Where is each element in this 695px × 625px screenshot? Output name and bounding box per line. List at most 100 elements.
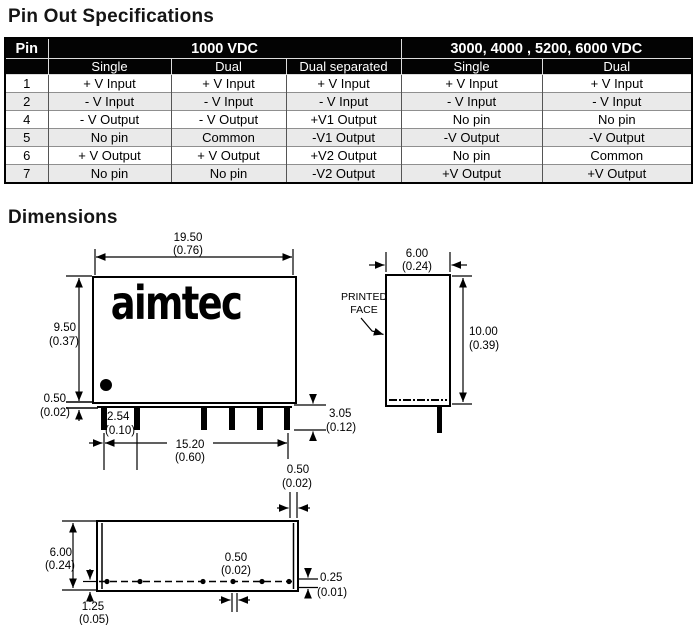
pin-row-dimensions: 2.54 (0.10) 15.20 (0.60) bbox=[89, 411, 289, 470]
table-row-pin-1: 1 + V Input + V Input + V Input + V Inpu… bbox=[4, 74, 693, 93]
pin-pitch-mm-label: 2.54 bbox=[107, 411, 130, 423]
col-header-dual-separated: Dual separated bbox=[285, 58, 402, 75]
col-header-single-high: Single bbox=[400, 58, 543, 75]
pin-row-span-mm-label: 15.20 bbox=[176, 439, 205, 451]
side-view: 6.00 (0.24) 10.00 (0.39) PRINTED FACE bbox=[341, 248, 499, 433]
pin-number: 4 bbox=[4, 110, 49, 129]
pin-row-span-in-label: (0.60) bbox=[175, 452, 205, 464]
pin-number: 7 bbox=[4, 164, 49, 183]
table-header-groups: Pin 1000 VDC 3000, 4000 , 5200, 6000 VDC bbox=[4, 37, 693, 59]
pin bbox=[134, 407, 140, 430]
side-width-in-label: (0.24) bbox=[402, 261, 432, 273]
bottom-row-offset-in-label: (0.01) bbox=[317, 587, 347, 599]
front-standoff-dimension: 0.50 (0.02) bbox=[40, 393, 98, 421]
pin-dot bbox=[286, 578, 292, 585]
dimensions-section-title: Dimensions bbox=[8, 207, 118, 228]
pin-dot bbox=[104, 578, 110, 585]
table-row-pin-7: 7 No pin No pin -V2 Output +V Output +V … bbox=[4, 164, 693, 183]
table-cell: - V Output bbox=[170, 110, 287, 129]
table-cell: No pin bbox=[400, 146, 543, 165]
side-height-dimension: 10.00 (0.39) bbox=[452, 275, 499, 405]
pin-length-mm-label: 3.05 bbox=[329, 408, 351, 420]
side-width-dimension: 6.00 (0.24) bbox=[369, 248, 467, 273]
bottom-offset-in-label: (0.05) bbox=[79, 614, 109, 625]
bottom-offset-mm-label: 1.25 bbox=[82, 601, 104, 613]
front-height-mm-label: 9.50 bbox=[54, 322, 76, 334]
pin-dot bbox=[200, 578, 206, 585]
pin-width-mm-label: 0.50 bbox=[287, 464, 309, 476]
pin-dot bbox=[230, 578, 236, 585]
front-case-outline bbox=[92, 276, 297, 404]
table-cell: No pin bbox=[170, 164, 287, 183]
aimtec-logo: aimtec bbox=[111, 276, 242, 330]
table-cell: + V Output bbox=[47, 146, 172, 165]
bottom-height-dimension: 6.00 (0.24) bbox=[45, 520, 96, 591]
table-cell: + V Input bbox=[170, 74, 287, 93]
front-height-dimension: 9.50 (0.37) bbox=[49, 275, 92, 401]
table-cell: + V Input bbox=[285, 74, 402, 93]
dimensions-figure: aimtec 19.50 (0.76) 9.50 (0.37) bbox=[40, 232, 499, 625]
pin-width-dimension: 0.50 (0.02) bbox=[277, 464, 312, 518]
col-header-dual-1000: Dual bbox=[170, 58, 287, 75]
table-cell: + V Input bbox=[541, 74, 693, 93]
table-cell: -V Output bbox=[541, 128, 693, 147]
front-standoff-mm-label: 0.50 bbox=[44, 393, 66, 405]
front-width-dimension: 19.50 (0.76) bbox=[94, 232, 294, 275]
col-group-1000vdc: 1000 VDC bbox=[47, 37, 402, 59]
table-cell: - V Input bbox=[285, 92, 402, 111]
table-cell: No pin bbox=[400, 110, 543, 129]
bottom-pin-diameter-dimension: 0.50 (0.02) bbox=[219, 552, 251, 612]
pin-pitch-in-label: (0.10) bbox=[105, 425, 135, 437]
side-case-outline bbox=[385, 274, 451, 407]
front-height-in-label: (0.37) bbox=[49, 336, 79, 348]
leader-line bbox=[360, 317, 384, 336]
col-group-high-vdc: 3000, 4000 , 5200, 6000 VDC bbox=[400, 37, 693, 59]
bottom-pin-dots bbox=[104, 578, 292, 585]
front-standoff-in-label: (0.02) bbox=[40, 407, 70, 419]
pinout-table: Pin 1000 VDC 3000, 4000 , 5200, 6000 VDC… bbox=[4, 37, 694, 184]
table-row-pin-4: 4 - V Output - V Output +V1 Output No pi… bbox=[4, 110, 693, 129]
col-header-blank bbox=[4, 58, 49, 75]
bottom-pin-d-mm-label: 0.50 bbox=[225, 552, 247, 564]
table-cell: +V1 Output bbox=[285, 110, 402, 129]
pinout-section-title: Pin Out Specifications bbox=[8, 6, 215, 27]
table-cell: - V Input bbox=[541, 92, 693, 111]
table-cell: +V Output bbox=[541, 164, 693, 183]
bottom-pin-d-in-label: (0.02) bbox=[221, 565, 251, 577]
table-cell: No pin bbox=[47, 164, 172, 183]
pin1-indicator-dot bbox=[100, 379, 112, 391]
bottom-row-offset-mm-label: 0.25 bbox=[320, 572, 342, 584]
printed-face-label-line1: PRINTED bbox=[341, 291, 388, 303]
pin-number: 5 bbox=[4, 128, 49, 147]
pin bbox=[229, 407, 235, 430]
bottom-view: 6.00 (0.24) 1.25 (0.05) 0.50 (0.02) 0.25 bbox=[45, 520, 347, 625]
front-width-in-label: (0.76) bbox=[173, 245, 203, 257]
table-cell: -V2 Output bbox=[285, 164, 402, 183]
bottom-case-outline bbox=[96, 520, 299, 592]
table-cell: + V Output bbox=[170, 146, 287, 165]
front-width-mm-label: 19.50 bbox=[174, 232, 203, 244]
col-header-pin: Pin bbox=[4, 37, 49, 59]
bottom-height-in-label: (0.24) bbox=[45, 560, 75, 572]
table-row-pin-6: 6 + V Output + V Output +V2 Output No pi… bbox=[4, 146, 693, 165]
front-pins bbox=[101, 407, 290, 430]
table-cell: +V Output bbox=[400, 164, 543, 183]
table-cell: No pin bbox=[47, 128, 172, 147]
pin-length-dimension: 3.05 (0.12) bbox=[294, 393, 356, 442]
pin-number: 2 bbox=[4, 92, 49, 111]
side-height-mm-label: 10.00 bbox=[469, 326, 498, 338]
pin bbox=[101, 407, 107, 430]
pin-dot bbox=[137, 578, 143, 585]
front-view: aimtec 19.50 (0.76) 9.50 (0.37) bbox=[40, 232, 356, 518]
printed-face-label-line2: FACE bbox=[350, 304, 377, 316]
bottom-height-mm-label: 6.00 bbox=[50, 547, 72, 559]
table-row-pin-5: 5 No pin Common -V1 Output -V Output -V … bbox=[4, 128, 693, 147]
col-header-dual-high: Dual bbox=[541, 58, 693, 75]
printed-face-callout: PRINTED FACE bbox=[341, 291, 388, 336]
table-cell: No pin bbox=[541, 110, 693, 129]
table-cell: -V1 Output bbox=[285, 128, 402, 147]
pin bbox=[437, 406, 442, 433]
table-cell: - V Input bbox=[170, 92, 287, 111]
bottom-edge-offset-dimension: 1.25 (0.05) bbox=[79, 569, 109, 625]
table-cell: -V Output bbox=[400, 128, 543, 147]
